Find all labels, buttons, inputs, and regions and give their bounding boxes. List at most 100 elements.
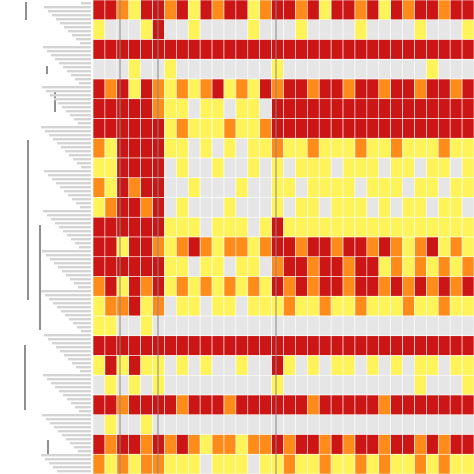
heatmap-cell <box>366 276 380 297</box>
heatmap-cell <box>426 295 439 317</box>
heatmap-cell <box>104 315 118 337</box>
heatmap-cell <box>271 256 284 277</box>
heatmap-cell <box>140 19 153 40</box>
heatmap-cell <box>414 236 427 258</box>
heatmap-cell <box>437 236 451 258</box>
heatmap-cell <box>426 355 439 376</box>
heatmap-cell <box>426 256 439 277</box>
heatmap-cell <box>164 414 177 435</box>
heatmap-cell <box>164 157 177 179</box>
heatmap-cell <box>164 394 177 416</box>
heatmap-cell <box>92 315 106 337</box>
row-label-bar <box>75 242 91 245</box>
heatmap-cell <box>116 216 130 238</box>
heatmap-cell <box>330 216 344 238</box>
heatmap-cell <box>235 216 249 238</box>
heatmap-cell <box>104 256 118 277</box>
heatmap-cell <box>176 157 189 179</box>
heatmap-cell <box>271 177 284 198</box>
heatmap-cell <box>104 157 118 179</box>
row-label-bar <box>42 250 91 253</box>
heatmap-cell <box>223 295 237 317</box>
heatmap-cell <box>354 137 368 159</box>
row-label-bar <box>58 430 91 433</box>
heatmap-cell <box>437 453 451 474</box>
heatmap-cell <box>140 256 153 277</box>
heatmap-cell <box>414 19 427 40</box>
heatmap-cell <box>378 0 391 21</box>
heatmap-cell <box>437 355 451 376</box>
heatmap-cell <box>271 276 284 297</box>
heatmap-cell <box>247 453 260 474</box>
heatmap-cell <box>342 177 356 198</box>
row-label-bar <box>76 38 91 41</box>
heatmap-cell <box>318 197 332 218</box>
row-label-bar <box>61 146 91 149</box>
heatmap-cell <box>187 355 201 376</box>
heatmap-cell <box>259 256 272 277</box>
heatmap-cell <box>426 197 439 218</box>
heatmap-cell <box>426 315 439 337</box>
heatmap-cell <box>104 394 118 416</box>
heatmap-cell <box>164 256 177 277</box>
heatmap-cell <box>366 98 380 119</box>
heatmap-cell <box>199 394 213 416</box>
heatmap-cell <box>140 98 153 119</box>
heatmap-cell <box>164 434 177 455</box>
row-label-bar <box>58 102 91 105</box>
heatmap-cell <box>307 315 320 337</box>
heatmap-cell <box>461 236 474 258</box>
heatmap-cell <box>235 0 249 21</box>
heatmap-cell <box>283 335 296 356</box>
heatmap-cell <box>342 78 356 100</box>
heatmap-cell <box>164 137 177 159</box>
heatmap-cell <box>283 355 296 376</box>
heatmap-cell <box>164 197 177 218</box>
heatmap-cell <box>366 78 380 100</box>
heatmap-cell <box>223 276 237 297</box>
heatmap-cell <box>92 434 106 455</box>
heatmap-cell <box>390 276 403 297</box>
heatmap-cell <box>449 197 463 218</box>
heatmap-cell <box>390 453 403 474</box>
heatmap-cell <box>414 197 427 218</box>
heatmap-cell <box>414 137 427 159</box>
heatmap-cell <box>164 58 177 80</box>
heatmap-cell <box>342 335 356 356</box>
heatmap-cell <box>330 335 344 356</box>
heatmap-cell <box>295 453 308 474</box>
heatmap-cell <box>140 39 153 60</box>
row-label-bar <box>55 58 91 61</box>
heatmap-cell <box>307 98 320 119</box>
heatmap-cell <box>140 137 153 159</box>
heatmap-cell <box>140 414 153 435</box>
row-label-bar <box>71 238 91 241</box>
heatmap-cell <box>211 0 225 21</box>
heatmap-cell <box>390 236 403 258</box>
heatmap-cell <box>283 0 296 21</box>
heatmap-cell <box>366 295 380 317</box>
heatmap-cell <box>449 78 463 100</box>
heatmap-cell <box>318 295 332 317</box>
heatmap-cell <box>378 394 391 416</box>
heatmap-cell <box>461 315 474 337</box>
row-label-bar <box>49 462 91 465</box>
row-label-bar <box>64 190 91 193</box>
heatmap-cell <box>104 39 118 60</box>
heatmap-cell <box>354 157 368 179</box>
heatmap-cell <box>235 236 249 258</box>
heatmap-cell <box>330 256 344 277</box>
heatmap-cell <box>164 276 177 297</box>
heatmap-cell <box>116 58 130 80</box>
heatmap-cell <box>437 19 451 40</box>
heatmap-cell <box>426 453 439 474</box>
heatmap-cell <box>330 236 344 258</box>
heatmap-cell <box>437 315 451 337</box>
row-label-bar <box>53 466 91 469</box>
heatmap-cell <box>402 118 415 139</box>
heatmap-cell <box>223 98 237 119</box>
heatmap-cell <box>271 216 284 238</box>
row-label-bar <box>81 166 91 169</box>
row-label-bar <box>75 406 91 409</box>
heatmap-cell <box>414 414 427 435</box>
